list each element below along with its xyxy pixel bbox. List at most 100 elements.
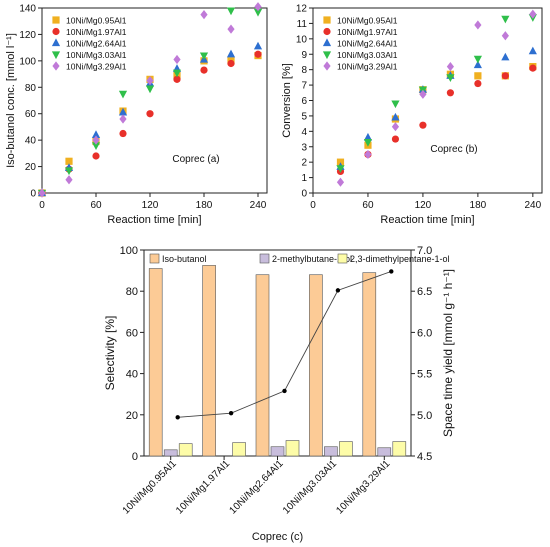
legend-marker bbox=[323, 61, 331, 71]
data-point bbox=[119, 114, 127, 124]
y-tick-label: 5 bbox=[301, 111, 307, 122]
y-tick-label: 0 bbox=[132, 451, 138, 463]
bar bbox=[362, 272, 377, 457]
x-tick-label: 120 bbox=[415, 200, 432, 211]
category-label: 10Ni/Mg0.95Al1 bbox=[121, 458, 179, 516]
data-point bbox=[391, 112, 400, 121]
bar bbox=[324, 446, 338, 457]
y2-tick-label: 6.0 bbox=[417, 327, 432, 339]
data-point bbox=[38, 188, 46, 198]
panel-annotation: Coprec (a) bbox=[172, 154, 219, 165]
data-point bbox=[172, 69, 182, 78]
y-axis-label: Conversion [%] bbox=[281, 63, 293, 138]
data-point bbox=[119, 129, 127, 138]
data-point bbox=[64, 167, 74, 176]
data-point bbox=[391, 122, 400, 132]
data-point bbox=[419, 121, 427, 129]
legend-label: 10Ni/Mg3.03Al1 bbox=[66, 50, 127, 60]
bar bbox=[255, 274, 270, 457]
data-point bbox=[199, 52, 209, 61]
data-point bbox=[501, 15, 510, 24]
legend-label: 10Ni/Mg0.95Al1 bbox=[66, 16, 127, 26]
y-tick-label: 9 bbox=[301, 50, 307, 61]
data-point bbox=[146, 110, 154, 118]
bar bbox=[339, 441, 353, 457]
data-point bbox=[200, 66, 208, 74]
y-tick-label: 10 bbox=[296, 34, 308, 45]
y-tick-label: 12 bbox=[296, 4, 308, 15]
y-tick-label: 11 bbox=[297, 19, 308, 30]
data-point bbox=[336, 165, 345, 173]
data-point bbox=[446, 61, 454, 72]
y2-axis-label: Space time yield [mmol g⁻¹ h⁻¹] bbox=[441, 269, 455, 437]
y-tick-label: 80 bbox=[126, 286, 138, 298]
legend-label: 10Ni/Mg3.29Al1 bbox=[337, 62, 398, 72]
category-label: 10Ni/Mg3.03Al1 bbox=[281, 458, 339, 516]
yield-point bbox=[389, 269, 394, 274]
data-point bbox=[145, 85, 155, 94]
legend-label: 10Ni/Mg1.97Al1 bbox=[337, 27, 398, 37]
data-point bbox=[391, 100, 400, 109]
data-point bbox=[419, 89, 427, 99]
legend-marker bbox=[52, 16, 60, 24]
y2-tick-label: 5.0 bbox=[417, 410, 432, 422]
data-point bbox=[92, 152, 100, 160]
legend-marker bbox=[52, 27, 60, 36]
data-point bbox=[501, 72, 509, 80]
legend-label: Iso-butanol bbox=[162, 254, 207, 264]
bar bbox=[392, 441, 407, 457]
data-point bbox=[91, 142, 101, 151]
y-tick-label: 40 bbox=[25, 136, 37, 147]
y-tick-label: 8 bbox=[301, 65, 307, 76]
data-point bbox=[363, 132, 373, 141]
y-tick-label: 20 bbox=[25, 162, 37, 173]
bar bbox=[270, 446, 285, 457]
data-point bbox=[200, 10, 208, 20]
y-tick-label: 2 bbox=[301, 158, 307, 169]
data-point bbox=[501, 52, 510, 61]
data-point bbox=[118, 90, 128, 99]
x-tick-label: 60 bbox=[90, 200, 102, 211]
panel-a: 0 60 120 180 240 0 20 40 60 80 100 120 140 Reaction t… bbox=[5, 2, 268, 226]
panel-c: 0 20 40 60 80 100 4.5 5.0 5.5 6.0 6.5 7.0 10Ni/Mg0.9… bbox=[103, 245, 455, 543]
legend-swatch bbox=[259, 253, 270, 264]
bar bbox=[232, 442, 246, 457]
y2-tick-label: 7.0 bbox=[417, 245, 432, 257]
legend-label: 10Ni/Mg3.29Al1 bbox=[66, 62, 127, 72]
x-axis-label: Reaction time [min] bbox=[107, 214, 201, 226]
legend-label: 10Ni/Mg2.64Al1 bbox=[337, 39, 398, 49]
data-point bbox=[65, 175, 73, 185]
category-label: 10Ni/Mg2.64Al1 bbox=[228, 458, 286, 516]
x-tick-label: 0 bbox=[39, 200, 45, 211]
data-point bbox=[446, 89, 454, 97]
data-point bbox=[336, 177, 345, 187]
category-label: 10Ni/Mg3.29Al1 bbox=[334, 458, 392, 516]
data-point bbox=[146, 76, 154, 86]
data-point bbox=[529, 9, 537, 19]
legend-marker bbox=[323, 27, 331, 36]
x-tick-label: 240 bbox=[250, 200, 267, 211]
y-tick-label: 140 bbox=[19, 4, 36, 15]
bar bbox=[178, 443, 193, 457]
y-tick-label: 60 bbox=[126, 327, 138, 339]
data-point bbox=[474, 20, 482, 30]
y-tick-label: 100 bbox=[120, 245, 138, 257]
legend-swatch bbox=[337, 253, 348, 264]
x-axis-label: Reaction time [min] bbox=[380, 214, 474, 226]
data-point bbox=[446, 74, 455, 82]
y-tick-label: 100 bbox=[19, 56, 36, 67]
y-tick-label: 6 bbox=[301, 96, 307, 107]
x-tick-label: 180 bbox=[196, 200, 213, 211]
legend-label: 10Ni/Mg1.97Al1 bbox=[66, 27, 127, 37]
data-point bbox=[529, 64, 537, 72]
x-axis-label: Coprec (c) bbox=[252, 531, 303, 543]
legend-label: 10Ni/Mg2.64Al1 bbox=[66, 39, 127, 49]
y-tick-label: 0 bbox=[30, 189, 36, 200]
y-tick-label: 80 bbox=[25, 83, 37, 94]
data-point bbox=[363, 139, 373, 147]
y-axis-label: Selectivity [%] bbox=[103, 316, 117, 391]
legend-marker bbox=[322, 51, 332, 60]
x-tick-label: 240 bbox=[524, 200, 541, 211]
data-point bbox=[474, 72, 482, 80]
